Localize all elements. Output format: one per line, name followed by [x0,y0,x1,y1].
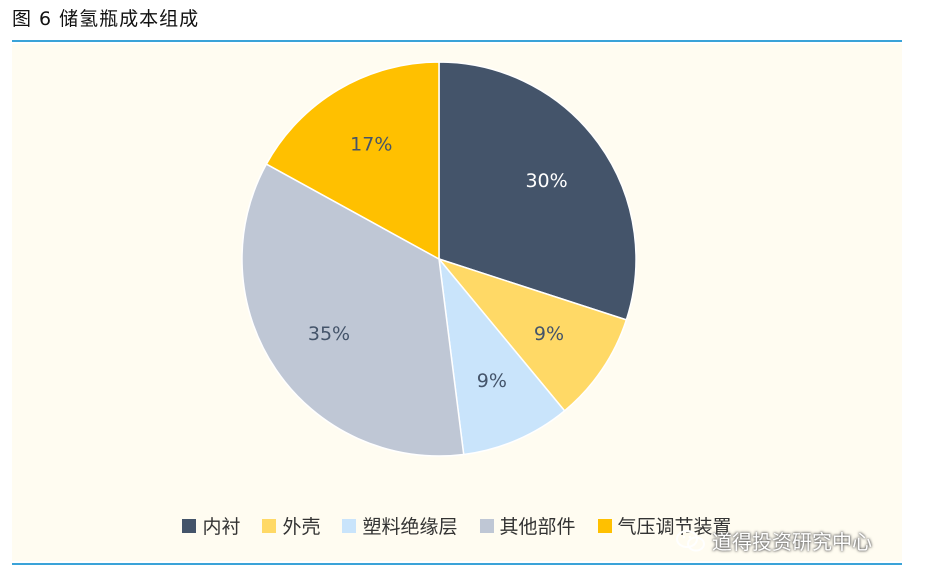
data-label-lining: 30% [525,170,567,192]
data-label-other-parts: 35% [308,323,350,345]
data-label-shell: 9% [534,323,564,345]
data-label-plastic-insulation: 9% [477,370,507,392]
pie-slice-shell [436,257,628,412]
legend-label-lining: 内衬 [202,516,241,538]
legend-swatch-shell [262,518,277,533]
legend-label-plastic-insulation: 塑料绝缘层 [362,516,458,538]
top-rule [12,40,902,42]
wechat-icon [676,529,705,551]
legend-item-plastic-insulation: 塑料绝缘层 [342,512,458,539]
pie-slice-other-parts [241,163,465,457]
legend-swatch-pressure-regulator [597,518,612,533]
pie-slice-lining [438,61,637,321]
legend-label-other-parts: 其他部件 [499,516,576,538]
figure-title: 图 6 储氢瓶成本组成 [12,8,200,30]
pie-chart: 30% 9% 9% 35% 17% [241,61,637,457]
legend-swatch-plastic-insulation [342,518,357,533]
chart-area: 30% 9% 9% 35% 17% 内衬 外壳 塑料绝缘层 其他部件 气压调节装置 [12,44,902,561]
legend-swatch-other-parts [479,518,494,533]
legend-item-lining: 内衬 [182,512,240,539]
pie-slice-plastic-insulation [437,256,566,456]
pie-slice-pressure-regulator [265,61,440,261]
legend-item-shell: 外壳 [262,512,320,539]
watermark: 道得投资研究中心 [676,526,872,555]
legend-label-shell: 外壳 [282,516,321,538]
legend-item-other-parts: 其他部件 [479,512,576,539]
data-label-pressure-regulator: 17% [350,134,392,156]
watermark-text: 道得投资研究中心 [712,530,872,554]
bottom-rule [12,563,902,565]
legend: 内衬 外壳 塑料绝缘层 其他部件 气压调节装置 [12,512,902,539]
legend-swatch-lining [182,518,197,533]
legend-item-pressure-regulator: 气压调节装置 [597,512,732,539]
legend-label-pressure-regulator: 气压调节装置 [617,516,732,538]
